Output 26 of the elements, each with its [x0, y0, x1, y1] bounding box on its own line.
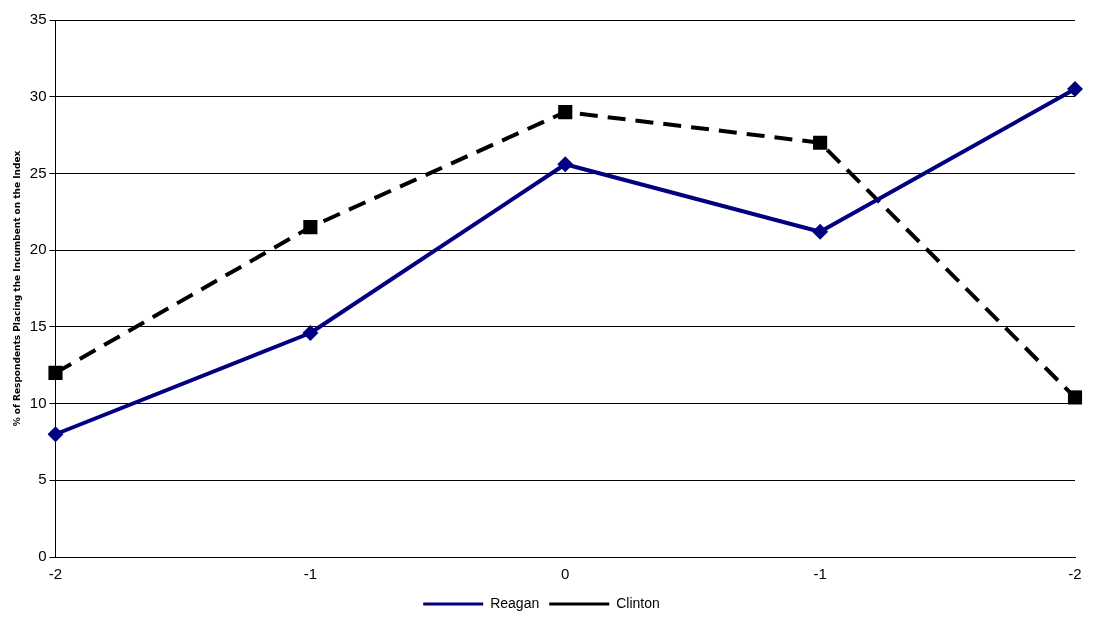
x-tick-label: 0 — [561, 565, 570, 583]
y-tick-label: 20 — [29, 240, 47, 258]
y-tick-label: 30 — [29, 86, 47, 104]
point — [813, 135, 828, 150]
x-tick-label: -1 — [303, 565, 318, 583]
y-tick-label: 15 — [29, 317, 47, 334]
point — [302, 324, 319, 341]
point — [812, 223, 829, 240]
x-tick-label: -1 — [813, 565, 827, 583]
legend-label: Reagan — [490, 594, 540, 611]
point — [557, 156, 574, 173]
legend-label: Clinton — [616, 594, 660, 611]
point — [1067, 390, 1083, 405]
point — [1067, 81, 1083, 98]
point — [558, 104, 573, 120]
y-tick-label: 35 — [29, 10, 47, 28]
y-tick-label: 25 — [29, 163, 47, 181]
point — [303, 220, 318, 235]
y-tick-label: 5 — [38, 470, 47, 488]
y-tick-label: 0 — [38, 547, 47, 565]
y-tick-label: 10 — [29, 393, 47, 411]
x-tick-label: -2 — [48, 565, 63, 583]
y-axis-title: % of Respondents Placing the Incumbent on the Index — [11, 150, 22, 427]
x-tick-label: -2 — [1068, 565, 1082, 583]
point — [47, 426, 64, 443]
point — [48, 365, 63, 380]
